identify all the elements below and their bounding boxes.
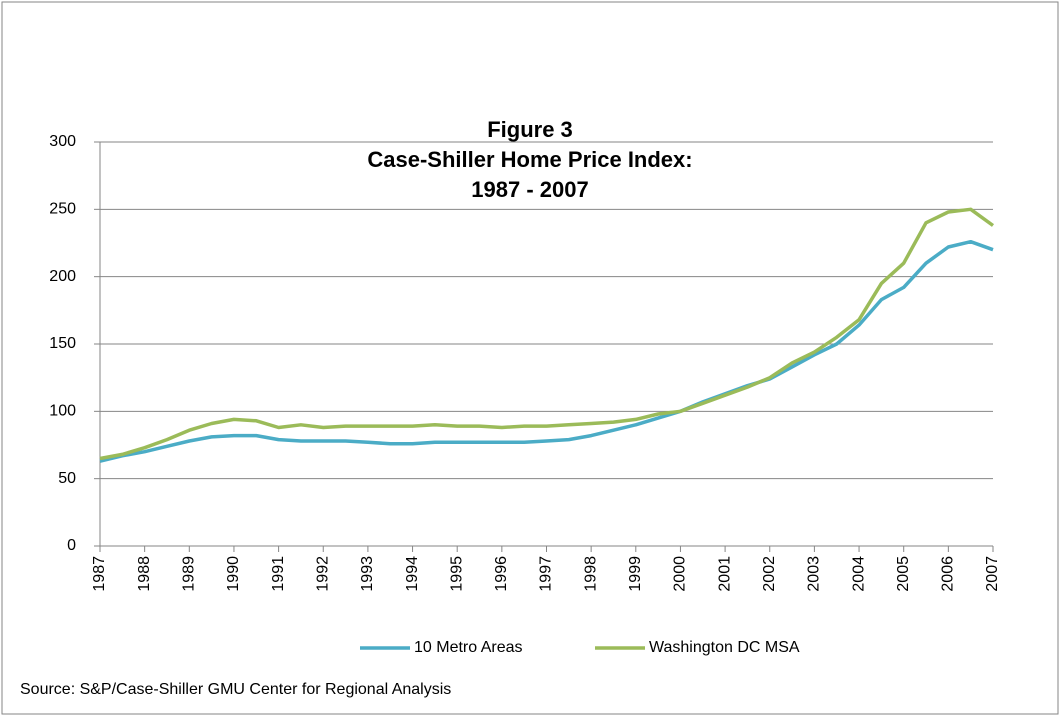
x-tick-label: 1994 xyxy=(404,556,421,592)
chart-title: 1987 - 2007 xyxy=(471,177,588,202)
x-tick-label: 1988 xyxy=(136,556,153,592)
x-tick-label: 1992 xyxy=(314,556,331,592)
x-tick-label: 1990 xyxy=(225,556,242,592)
line-series xyxy=(99,207,995,461)
legend-label: Washington DC MSA xyxy=(649,639,800,656)
x-tick-label: 1987 xyxy=(91,556,108,592)
x-tick-label: 2004 xyxy=(850,556,867,592)
x-tick-label: 2007 xyxy=(984,556,1001,592)
legend-label: 10 Metro Areas xyxy=(414,639,523,656)
y-tick-label: 0 xyxy=(67,537,76,554)
x-tick-label: 1995 xyxy=(448,556,465,592)
x-tick-label: 1997 xyxy=(538,556,555,592)
y-tick-label: 50 xyxy=(58,470,76,487)
x-tick-label: 1996 xyxy=(493,556,510,592)
x-tick-label: 1998 xyxy=(582,556,599,592)
x-tick-label: 1991 xyxy=(270,556,287,592)
x-tick-label: 1993 xyxy=(359,556,376,592)
y-tick-label: 250 xyxy=(49,201,76,218)
x-tick-label: 2006 xyxy=(940,556,957,592)
y-tick-label: 300 xyxy=(49,133,76,150)
x-tick-label: 2003 xyxy=(806,556,823,592)
x-tick-label: 2000 xyxy=(672,556,689,592)
chart-title: Case-Shiller Home Price Index: xyxy=(367,147,692,172)
source-note: Source: S&P/Case-Shiller GMU Center for … xyxy=(20,681,451,698)
chart-title: Figure 3 xyxy=(487,117,573,142)
y-tick-label: 150 xyxy=(49,335,76,352)
y-tick-label: 200 xyxy=(49,268,76,285)
x-tick-label: 2002 xyxy=(761,556,778,592)
x-tick-label: 2005 xyxy=(895,556,912,592)
x-tick-label: 1989 xyxy=(181,556,198,592)
y-tick-label: 100 xyxy=(49,403,76,420)
x-tick-label: 1999 xyxy=(627,556,644,592)
x-tick-label: 2001 xyxy=(716,556,733,592)
line-series xyxy=(99,239,994,463)
